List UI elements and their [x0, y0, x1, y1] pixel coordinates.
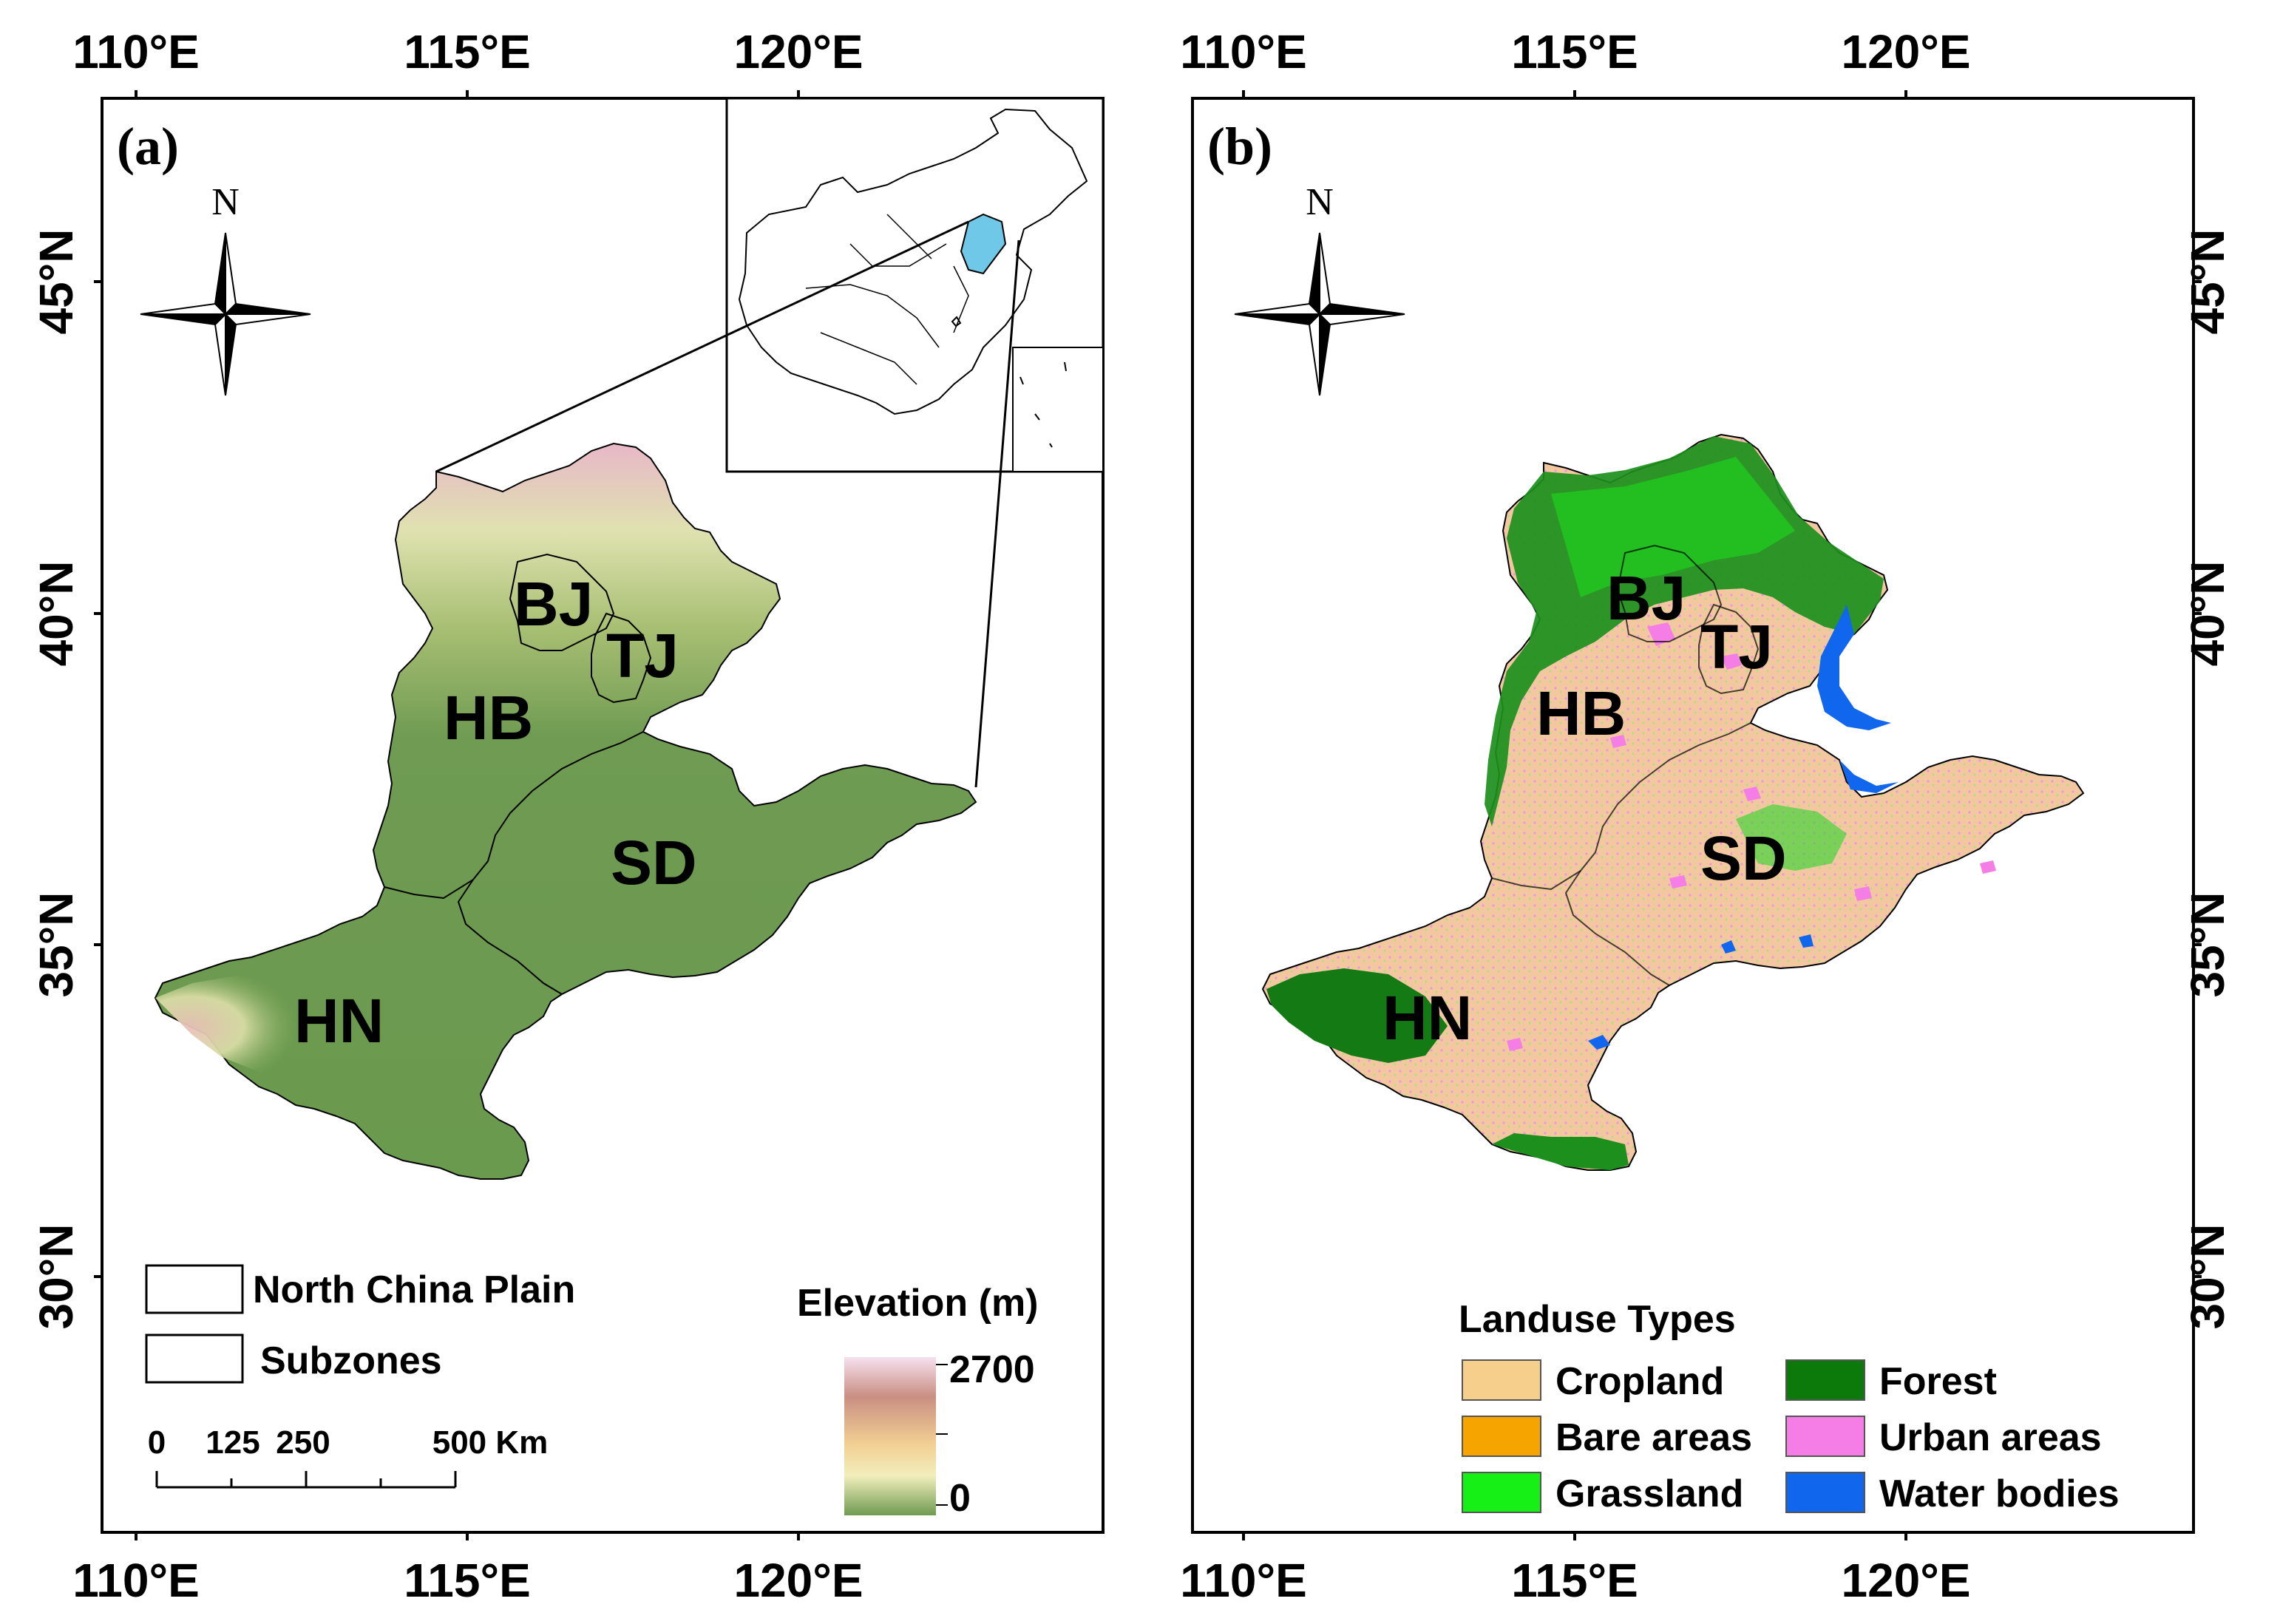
- legend-swatch-bare-areas: [1462, 1416, 1541, 1457]
- inset-map: [725, 97, 1105, 473]
- lon-tick-bottom: 120°E: [1841, 1554, 1970, 1607]
- lon-tick-top: 120°E: [733, 25, 863, 78]
- legend-swatch-urban-areas: [1785, 1416, 1865, 1457]
- landuse-legend-title: Landuse Types: [1459, 1298, 1736, 1341]
- north-arrow: N: [1234, 181, 1405, 396]
- boundary-legend: North China Plain Subzones: [145, 1264, 575, 1384]
- scale-bar: 0 125 250 500 Km: [148, 1424, 549, 1489]
- legend-swatch-ncp: [145, 1264, 244, 1314]
- lon-tick-top: 115°E: [404, 25, 531, 78]
- subzone-boundary: [591, 612, 652, 704]
- elevation-legend: Elevation (m) 2700 0: [797, 1282, 1039, 1520]
- region-label: TJ: [1700, 612, 1773, 682]
- region-label: HB: [444, 683, 533, 752]
- legend-label-urban-areas: Urban areas: [1879, 1416, 2102, 1459]
- lat-tick-right: 35°N: [2181, 892, 2234, 998]
- panel-b: 110°E 115°E 120°E 110°E 115°E 120°E 45°N…: [1180, 25, 2234, 1607]
- subzone-boundary: [457, 731, 644, 995]
- lat-tick-left: 30°N: [30, 1224, 83, 1330]
- legend-label-cropland: Cropland: [1555, 1360, 1724, 1403]
- lon-tick-bottom: 110°E: [1180, 1554, 1307, 1607]
- lon-tick-bottom: 120°E: [733, 1554, 863, 1607]
- elevation-max: 2700: [949, 1348, 1035, 1391]
- legend-label-forest: Forest: [1879, 1360, 1997, 1403]
- subzone-boundary: [509, 553, 615, 651]
- lat-tick-right: 30°N: [2181, 1224, 2234, 1330]
- lon-tick-top: 110°E: [72, 25, 200, 78]
- scale-label: 250: [276, 1424, 330, 1461]
- inset-connector: [974, 239, 1020, 788]
- elevation-min: 0: [949, 1477, 971, 1520]
- north-label: N: [1306, 181, 1334, 223]
- legend-swatch-grassland: [1462, 1472, 1541, 1513]
- north-arrow: N: [140, 181, 311, 396]
- scale-label: 500 Km: [432, 1424, 549, 1461]
- region-label: HB: [1536, 679, 1626, 748]
- lon-tick-bottom: 115°E: [404, 1554, 531, 1607]
- region-label: BJ: [514, 569, 593, 639]
- region-label: HN: [294, 986, 384, 1056]
- region-label: TJ: [606, 621, 679, 690]
- lon-tick-top: 115°E: [1511, 25, 1638, 78]
- legend-label-water-bodies: Water bodies: [1879, 1472, 2120, 1515]
- scale-label: 0: [148, 1424, 166, 1461]
- legend-swatch-water-bodies: [1785, 1472, 1865, 1513]
- legend-label-ncp: North China Plain: [253, 1268, 575, 1311]
- ncp-landuse-map: [1261, 433, 2085, 1171]
- lon-tick-top: 110°E: [1180, 25, 1307, 78]
- region-label: SD: [611, 828, 697, 897]
- landuse-legend: Landuse Types Cropland Forest Bare areas Ur…: [1459, 1298, 2120, 1515]
- inset-ncp-highlight: [960, 213, 1007, 275]
- lat-tick-left: 45°N: [30, 229, 83, 335]
- region-label: SD: [1700, 823, 1787, 893]
- north-label: N: [211, 181, 240, 223]
- legend-swatch-cropland: [1462, 1359, 1541, 1401]
- panel-a: 110°E 115°E 120°E 110°E 115°E 120°E 45°N…: [30, 25, 1105, 1607]
- inset-connector: [435, 220, 969, 473]
- subzone-boundary: [384, 879, 474, 900]
- lon-tick-bottom: 115°E: [1511, 1554, 1638, 1607]
- legend-label-bare-areas: Bare areas: [1555, 1416, 1752, 1459]
- panel-label-a: (a): [117, 117, 179, 176]
- lat-tick-right: 45°N: [2181, 229, 2234, 335]
- panel-label-b: (b): [1207, 117, 1272, 176]
- lat-tick-left: 35°N: [30, 892, 83, 998]
- elevation-colorbar: [844, 1357, 936, 1515]
- legend-label-subzones: Subzones: [260, 1339, 442, 1382]
- lat-tick-right: 40°N: [2181, 561, 2234, 667]
- lon-tick-top: 120°E: [1841, 25, 1970, 78]
- scale-label: 125: [206, 1424, 259, 1461]
- lon-tick-bottom: 110°E: [72, 1554, 200, 1607]
- lat-tick-left: 40°N: [30, 561, 83, 667]
- ncp-elevation-map: [154, 442, 977, 1180]
- region-label: HN: [1382, 983, 1472, 1053]
- legend-swatch-forest: [1785, 1359, 1865, 1401]
- elevation-title: Elevation (m): [797, 1282, 1039, 1325]
- legend-swatch-subzones: [145, 1333, 244, 1384]
- region-label: BJ: [1606, 563, 1686, 633]
- legend-label-grassland: Grassland: [1555, 1472, 1743, 1515]
